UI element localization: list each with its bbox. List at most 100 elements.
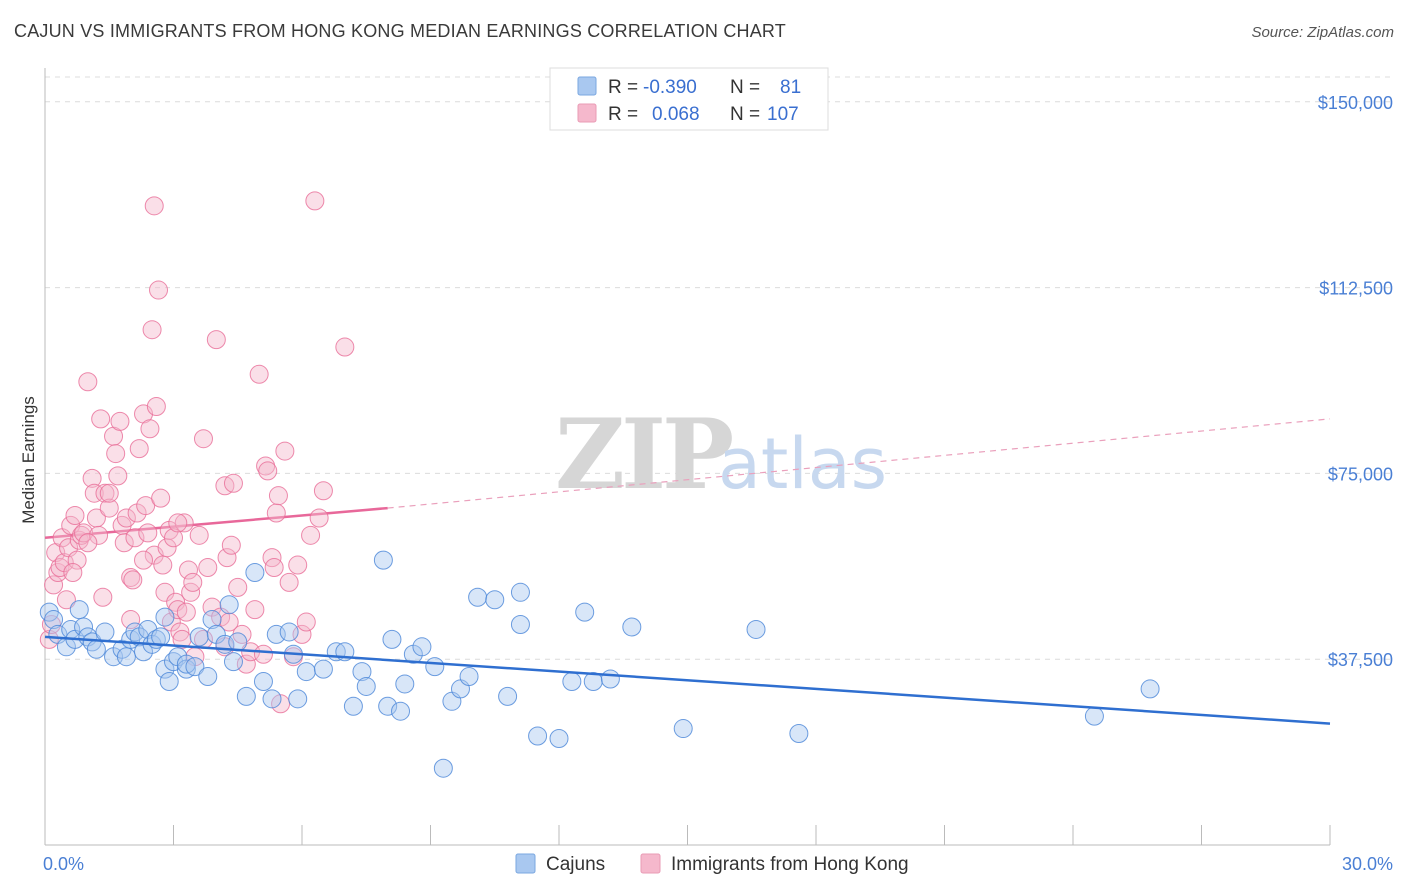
point-cajun [510,582,530,602]
point-hong-kong [99,498,119,518]
point-hong-kong [44,575,64,595]
point-hong-kong [82,468,102,488]
point-hong-kong [288,555,308,575]
watermark-zip: ZIP [555,398,732,511]
legend-n-label: N = [730,77,760,98]
point-cajun [44,610,64,630]
point-hong-kong [183,572,203,592]
point-hong-kong [71,525,91,545]
point-hong-kong [78,533,98,553]
point-cajun [395,674,415,694]
point-cajun [86,639,106,659]
point-hong-kong [266,503,286,523]
legend-r-value: -0.390 [643,77,697,98]
point-hong-kong [166,592,186,612]
point-hong-kong [110,411,130,431]
point-cajun [223,652,243,672]
bottom-legend-label-cajuns: Cajuns [546,854,605,875]
point-hong-kong [48,562,68,582]
point-hong-kong [309,508,329,528]
point-cajun [356,676,376,696]
point-hong-kong [78,372,98,392]
point-hong-kong [176,602,196,622]
point-cajun [159,671,179,691]
point-cajun [95,622,115,642]
point-cajun [789,724,809,744]
x-tick-label-min: 0.0% [43,854,84,874]
series-cajuns [39,550,1160,778]
point-cajun [425,657,445,677]
y-tick-labels: $37,500 $75,000 $112,500 $150,000 [1318,93,1393,670]
point-cajun [622,617,642,637]
point-cajun [198,667,218,687]
point-hong-kong [153,555,173,575]
point-hong-kong [149,280,169,300]
point-cajun [528,726,548,746]
point-hong-kong [168,513,188,533]
legend: R = -0.390 N = 81 R = 0.068 N = 107 [549,67,829,131]
point-hong-kong [228,577,248,597]
y-tick-label: $37,500 [1328,650,1393,670]
bottom-legend: Cajuns Immigrants from Hong Kong [515,853,909,875]
point-hong-kong [275,441,295,461]
point-hong-kong [129,439,149,459]
point-hong-kong [63,562,83,582]
point-cajun [673,719,693,739]
point-cajun [219,595,239,615]
legend-n-value: 107 [767,104,799,125]
watermark: ZIP atlas [555,398,887,511]
y-tick-label: $75,000 [1328,464,1393,484]
point-hong-kong [74,523,94,543]
bottom-legend-swatch-cajuns [515,853,536,874]
point-hong-kong [89,525,109,545]
point-hong-kong [335,337,355,357]
trend-line-hong-kong-dashed [387,418,1331,509]
point-hong-kong [258,461,278,481]
point-cajun [746,619,766,639]
point-cajun [245,562,265,582]
point-cajun [382,629,402,649]
point-cajun [69,600,89,620]
point-cajun [116,647,136,667]
point-cajun [185,657,205,677]
point-hong-kong [221,535,241,555]
point-hong-kong [253,644,273,664]
point-hong-kong [95,483,115,503]
legend-r-label: R = [608,104,638,125]
point-hong-kong [301,525,321,545]
point-hong-kong [223,473,243,493]
legend-r-value: 0.068 [652,104,700,125]
point-hong-kong [123,570,143,590]
point-hong-kong [136,496,156,516]
point-hong-kong [174,513,194,533]
point-cajun [373,550,393,570]
point-hong-kong [106,444,126,464]
point-hong-kong [140,419,160,439]
point-hong-kong [164,528,183,548]
series-hong-kong [39,191,355,714]
point-cajun [391,701,411,721]
point-hong-kong [84,483,104,503]
legend-swatch-cajuns [577,76,597,96]
point-hong-kong [217,548,237,568]
point-cajun [510,615,530,635]
bottom-legend-swatch-hong-kong [640,853,661,874]
point-cajun [412,637,432,657]
point-hong-kong [313,481,333,501]
point-hong-kong [93,587,113,607]
point-hong-kong [249,364,269,384]
trend-line-hong-kong [44,418,1331,540]
y-tick-label: $112,500 [1319,279,1393,299]
point-cajun [1140,679,1160,699]
point-cajun [1084,706,1104,726]
point-hong-kong [116,508,136,528]
point-hong-kong [245,600,265,620]
legend-swatch-hong-kong [577,103,597,123]
legend-n-label: N = [730,104,760,125]
point-cajun [313,659,333,679]
point-hong-kong [142,320,162,340]
point-hong-kong [108,466,128,486]
point-hong-kong [279,572,299,592]
y-tick-label: $150,000 [1318,93,1393,113]
